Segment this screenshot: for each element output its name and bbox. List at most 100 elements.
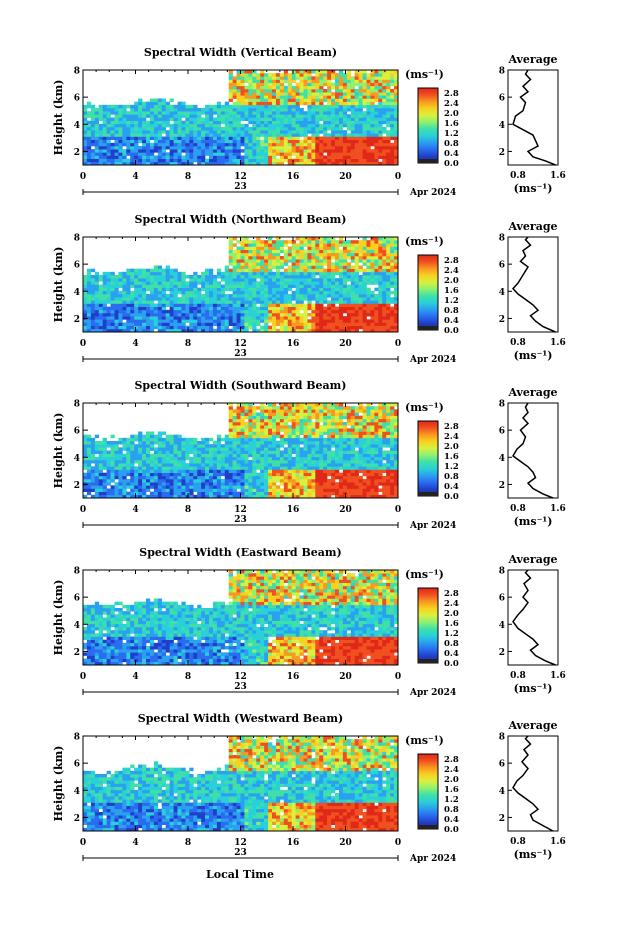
heatmap-cell: [201, 485, 206, 489]
heatmap-cell: [153, 453, 159, 458]
heatmap-cell: [346, 300, 352, 304]
heatmap-cell: [303, 290, 308, 295]
heatmap-cell: [299, 146, 304, 150]
heatmap-cell: [134, 447, 139, 451]
heatmap-cell: [205, 319, 210, 323]
heatmap-cell: [94, 290, 100, 295]
heatmap-cell: [370, 111, 375, 115]
heatmap-cell: [252, 406, 257, 410]
heatmap-cell: [118, 325, 123, 330]
heatmap-cell: [382, 114, 387, 118]
heatmap-cell: [157, 456, 163, 461]
heatmap-cell: [126, 117, 131, 121]
heatmap-cell: [228, 243, 233, 247]
heatmap-cell: [299, 287, 304, 292]
heatmap-cell: [138, 284, 143, 288]
heatmap-cell: [106, 149, 111, 153]
heatmap-cell: [181, 271, 186, 276]
heatmap-cell: [224, 155, 229, 159]
heatmap-cell: [114, 303, 119, 307]
heatmap-cell: [149, 130, 155, 134]
heatmap-cell: [244, 482, 249, 486]
heatmap-cell: [153, 146, 159, 150]
heatmap-cell: [244, 149, 249, 153]
heatmap-cell: [370, 133, 375, 137]
heatmap-cell: [291, 130, 296, 134]
heatmap-cell: [256, 243, 261, 247]
heatmap-cell: [252, 488, 257, 492]
heatmap-cell: [224, 111, 229, 115]
heatmap-cell: [165, 450, 170, 454]
heatmap-cell: [346, 152, 352, 156]
heatmap-cell: [299, 117, 304, 121]
heatmap-cell: [134, 479, 139, 483]
heatmap-cell: [220, 294, 226, 298]
heatmap-cell: [90, 466, 96, 470]
heatmap-cell: [86, 152, 92, 156]
heatmap-cell: [378, 123, 383, 128]
heatmap-cell: [382, 76, 387, 80]
heatmap-cell: [197, 281, 202, 285]
heatmap-cell: [94, 466, 100, 470]
heatmap-cell: [386, 313, 391, 317]
heatmap-cell: [98, 300, 103, 304]
heatmap-cell: [346, 95, 352, 99]
heatmap-cell: [252, 243, 257, 247]
heatmap-cell: [346, 70, 352, 74]
heatmap-cell: [130, 450, 135, 454]
heatmap-cell: [110, 104, 115, 109]
heatmap-cell: [118, 494, 123, 499]
heatmap-cell: [244, 127, 249, 131]
heatmap-cell: [283, 278, 289, 282]
heatmap-cell: [232, 136, 237, 140]
heatmap-cell: [189, 149, 194, 153]
heatmap-cell: [228, 322, 233, 326]
heatmap-cell: [110, 303, 115, 307]
heatmap-cell: [315, 281, 320, 285]
heatmap-cell: [335, 265, 340, 269]
heatmap-cell: [315, 328, 320, 333]
heatmap-cell: [102, 303, 107, 307]
heatmap-cell: [287, 127, 292, 131]
heatmap-cell: [264, 98, 269, 102]
heatmap-cell: [83, 444, 88, 448]
heatmap-cell: [142, 146, 147, 150]
heatmap-cell: [311, 278, 316, 282]
heatmap-cell: [275, 237, 281, 241]
heatmap-cell: [126, 297, 131, 301]
heatmap-cell: [189, 155, 194, 159]
heatmap-cell: [260, 246, 265, 250]
heatmap-cell: [248, 494, 253, 499]
heatmap-cell: [177, 275, 182, 279]
heatmap-cell: [319, 240, 324, 244]
heatmap-cell: [291, 73, 296, 77]
heatmap-cell: [342, 271, 348, 276]
heatmap-cell: [303, 111, 308, 115]
heatmap-cell: [299, 108, 304, 112]
heatmap-cell: [264, 284, 269, 288]
heatmap-cell: [338, 98, 344, 102]
heatmap-cell: [268, 246, 273, 250]
heatmap-cell: [181, 161, 186, 166]
heatmap-cell: [122, 456, 127, 461]
heatmap-cell: [378, 108, 383, 112]
heatmap-cell: [185, 117, 190, 121]
heatmap-cell: [331, 161, 336, 166]
heatmap-cell: [331, 136, 336, 140]
heatmap-cell: [319, 108, 324, 112]
heatmap-cell: [220, 444, 226, 448]
heatmap-cell: [181, 482, 186, 486]
heatmap-cell: [354, 325, 359, 330]
heatmap-cell: [331, 101, 336, 106]
heatmap-cell: [83, 287, 88, 292]
heatmap-cell: [342, 108, 348, 112]
heatmap-cell: [146, 460, 151, 464]
heatmap-cell: [394, 259, 399, 263]
heatmap-cell: [315, 133, 320, 137]
heatmap-cell: [94, 127, 100, 131]
heatmap-cell: [228, 123, 233, 128]
heatmap-cell: [346, 246, 352, 250]
heatmap-cell: [350, 281, 355, 285]
heatmap-cell: [197, 322, 202, 326]
heatmap-cell: [335, 256, 340, 260]
